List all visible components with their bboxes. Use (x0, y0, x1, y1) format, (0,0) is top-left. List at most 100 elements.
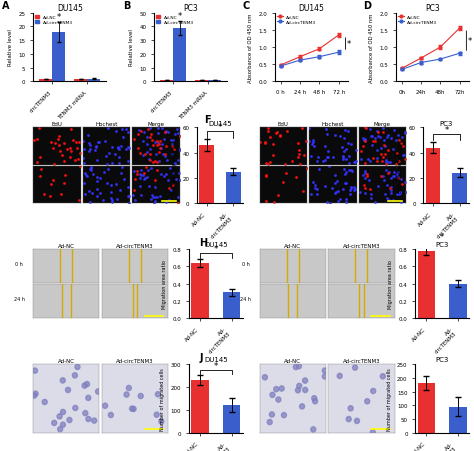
Point (157, 145, 165, 152)
Point (295, 151, 302, 158)
Title: Hochest: Hochest (322, 122, 344, 127)
Point (379, 125, 387, 133)
Title: DU145: DU145 (204, 356, 228, 363)
Legend: Ad-NC, Ad-circTENM3: Ad-NC, Ad-circTENM3 (36, 16, 73, 25)
Point (55, 142, 63, 149)
Point (171, 161, 178, 168)
Point (311, 182, 319, 189)
Circle shape (61, 410, 65, 414)
Point (112, 129, 120, 136)
Point (130, 136, 137, 143)
Point (276, 133, 284, 140)
Point (384, 147, 392, 155)
Point (176, 147, 183, 154)
Point (324, 199, 331, 206)
Point (50, 161, 58, 168)
Point (83, 173, 91, 180)
Y-axis label: Ad-NC: Ad-NC (253, 139, 258, 154)
Point (115, 146, 123, 153)
Point (41, 191, 48, 198)
Point (175, 170, 183, 177)
Circle shape (96, 389, 100, 394)
Point (367, 195, 375, 202)
Point (156, 138, 164, 145)
Point (137, 192, 145, 199)
Point (112, 181, 120, 188)
Point (382, 157, 390, 164)
Point (387, 159, 394, 166)
Point (144, 126, 152, 133)
Circle shape (129, 406, 135, 411)
Point (47, 181, 55, 188)
Circle shape (293, 364, 298, 370)
Point (397, 199, 405, 206)
Legend: Ad-NC, Ad-circTENM3: Ad-NC, Ad-circTENM3 (156, 16, 194, 25)
Point (103, 180, 111, 187)
Y-axis label: Absorbance of OD 450 nm: Absorbance of OD 450 nm (369, 13, 374, 83)
Point (151, 177, 159, 184)
Point (150, 200, 158, 207)
Point (385, 197, 392, 204)
Point (60, 180, 68, 187)
Point (80, 155, 87, 162)
Point (104, 166, 111, 173)
Circle shape (131, 406, 136, 412)
Circle shape (73, 373, 77, 378)
Point (324, 154, 331, 161)
Point (263, 173, 270, 180)
Point (176, 133, 183, 140)
Point (386, 185, 393, 192)
Point (79, 138, 87, 145)
Point (153, 159, 160, 166)
Point (262, 160, 270, 167)
Bar (195, 81, 208, 82)
Bar (426, 148, 440, 204)
Point (262, 139, 269, 147)
Y-axis label: Number of migrated cells: Number of migrated cells (387, 367, 392, 430)
Point (332, 171, 339, 179)
Point (326, 200, 333, 207)
Circle shape (60, 422, 65, 428)
Point (91, 147, 99, 154)
Point (126, 145, 133, 152)
Point (139, 138, 146, 146)
Point (149, 142, 157, 149)
Point (105, 151, 113, 158)
Point (282, 170, 290, 177)
Point (300, 188, 307, 195)
Point (401, 156, 409, 164)
Text: *: * (57, 13, 61, 22)
Point (383, 182, 391, 189)
Point (390, 173, 398, 180)
Point (124, 158, 131, 166)
Text: F: F (204, 115, 210, 124)
Point (298, 125, 306, 133)
Legend: Ad-NC, Ad-circTENM3: Ad-NC, Ad-circTENM3 (277, 16, 316, 25)
Point (347, 184, 355, 192)
Point (371, 135, 379, 143)
Point (340, 156, 347, 163)
Point (160, 136, 168, 143)
Point (359, 172, 366, 179)
Point (373, 147, 381, 154)
Point (390, 147, 397, 154)
Point (307, 191, 314, 198)
Point (122, 146, 129, 153)
Point (167, 137, 174, 144)
Title: EdU: EdU (52, 122, 63, 127)
Bar (173, 29, 186, 82)
Bar (87, 79, 100, 82)
Point (364, 156, 372, 163)
Point (344, 140, 352, 147)
Point (387, 184, 394, 192)
Point (342, 180, 350, 188)
Point (140, 129, 148, 136)
Bar (208, 81, 221, 82)
Circle shape (155, 392, 161, 397)
Title: Ad-NC: Ad-NC (58, 244, 75, 249)
Circle shape (60, 378, 65, 383)
Point (360, 182, 367, 189)
Point (384, 132, 392, 139)
Point (64, 146, 71, 153)
Circle shape (273, 387, 279, 392)
